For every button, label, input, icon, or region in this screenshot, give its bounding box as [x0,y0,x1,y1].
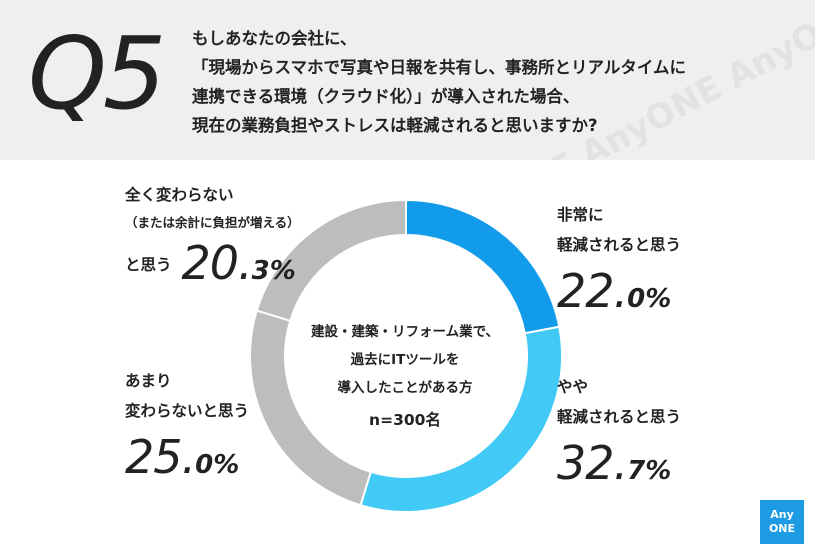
donut-slice-0 [405,198,561,335]
label-line: と思う [125,256,172,274]
label-line: あまり [125,372,172,390]
percent-value: 20.3% [181,236,296,290]
percent-value: 22.0% [557,264,672,318]
label-line: 軽減されると思う [557,408,682,426]
chart-center-caption: 建設・建築・リフォーム業で、 過去にITツールを 導入したことがある方 n=30… [280,318,530,434]
logo-line: Any [770,508,794,521]
donut-slice-3 [255,198,407,323]
label-somewhat-reduced: やや 軽減されると思う 32.7% [557,372,681,490]
question-header: AnyONE AnyONE AnyONE Q5 もしあなたの会社に、 「現場から… [0,0,815,160]
question-number: Q5 [28,15,166,132]
question-line: もしあなたの会社に、 [192,29,357,48]
center-line: 過去にITツールを [350,352,460,368]
label-line: 全く変わらない [125,186,234,204]
center-line: 建設・建築・リフォーム業で、 [310,324,500,340]
center-line: 導入したことがある方 [337,380,473,396]
question-line: 現在の業務負担やストレスは軽減されると思いますか? [192,116,598,135]
label-line: 変わらないと思う [125,402,250,420]
label-row: と思う 20.3% [125,236,300,290]
sample-size: n=300名 [369,411,441,429]
label-not-much-change: あまり 変わらないと思う 25.0% [125,366,249,484]
percent-value: 25.0% [125,430,240,484]
label-line: 軽減されると思う [557,236,682,254]
anyone-logo: Any ONE [760,500,804,544]
label-line: やや [557,378,589,396]
label-no-change: 全く変わらない （または余計に負担が増える） と思う 20.3% [125,180,300,290]
label-line: 非常に [557,206,604,224]
question-line: 連携できる環境（クラウド化）」が導入された場合、 [192,87,580,106]
label-very-reduced: 非常に 軽減されると思う 22.0% [557,200,681,318]
percent-value: 32.7% [557,436,672,490]
logo-line: ONE [768,522,796,535]
label-line: （または余計に負担が増える） [125,215,300,230]
question-text: もしあなたの会社に、 「現場からスマホで写真や日報を共有し、事務所とリアルタイム… [192,24,792,140]
question-line: 「現場からスマホで写真や日報を共有し、事務所とリアルタイムに [192,58,687,77]
